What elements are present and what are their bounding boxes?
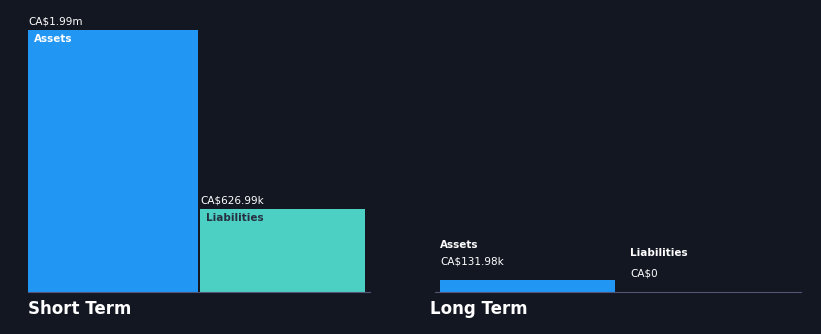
Text: Long Term: Long Term — [430, 300, 528, 318]
Text: Assets: Assets — [440, 240, 479, 250]
Text: CA$626.99k: CA$626.99k — [200, 195, 264, 205]
Bar — [440, 280, 615, 292]
Text: Liabilities: Liabilities — [630, 248, 688, 258]
Bar — [200, 209, 365, 292]
Text: CA$131.98k: CA$131.98k — [440, 256, 504, 266]
Text: Short Term: Short Term — [28, 300, 131, 318]
Text: CA$0: CA$0 — [630, 268, 658, 278]
Text: Assets: Assets — [34, 34, 72, 44]
Bar — [28, 30, 198, 292]
Text: Liabilities: Liabilities — [206, 213, 264, 223]
Text: CA$1.99m: CA$1.99m — [28, 16, 82, 26]
